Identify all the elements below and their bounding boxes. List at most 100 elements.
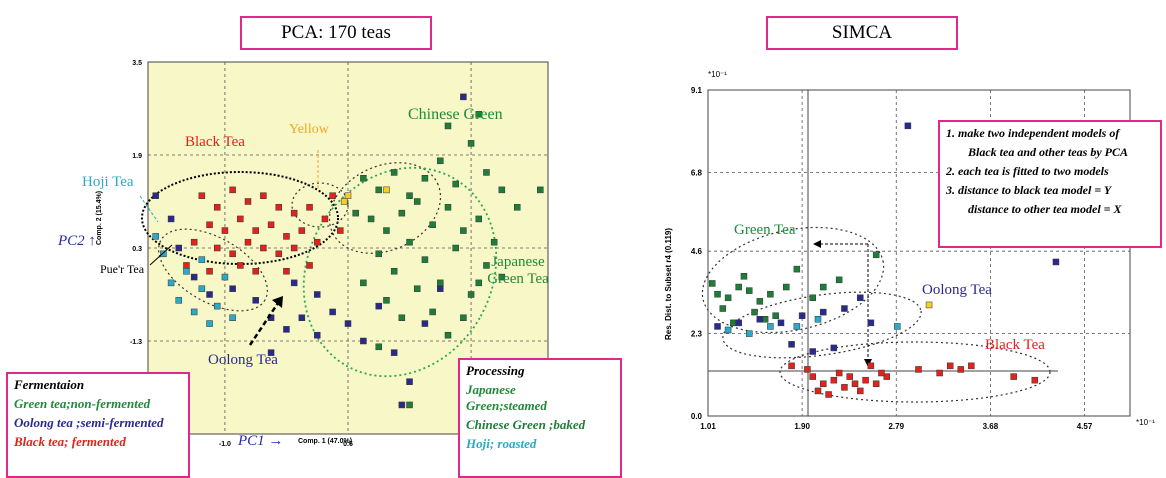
pca-point-chinese-green bbox=[421, 175, 429, 182]
simca-y-tick: 4.6 bbox=[691, 247, 703, 256]
pca-point-chinese-green bbox=[513, 204, 521, 211]
pca-point-hoji bbox=[213, 302, 221, 310]
pca-point-japanese-green bbox=[406, 401, 413, 409]
pca-point-black-tea bbox=[213, 204, 221, 211]
step-1b: Black tea and other teas by PCA bbox=[968, 145, 1128, 159]
pca-point-chinese-green bbox=[352, 209, 359, 217]
pca-y-axis-label: Comp. 2 (15.4%) bbox=[96, 190, 103, 245]
pca-point-oolong-tea bbox=[313, 331, 321, 339]
pca-point-oolong-tea bbox=[421, 320, 429, 327]
oolong-arrow-head bbox=[272, 296, 283, 308]
pca-point-black-tea bbox=[244, 198, 252, 205]
pca-point-chinese-green bbox=[452, 180, 459, 188]
simca-y-tick: 0.0 bbox=[691, 412, 703, 421]
pca-point-chinese-green bbox=[537, 186, 544, 194]
pca-point-black-tea bbox=[275, 204, 283, 211]
pc1-label: PC1 → bbox=[238, 433, 284, 449]
pca-point-black-tea bbox=[298, 227, 306, 234]
simca-point-black-tea bbox=[820, 380, 827, 388]
simca-point-black-tea bbox=[804, 366, 811, 373]
pca-point-japanese-green bbox=[398, 209, 406, 217]
simca-point-green-tea bbox=[756, 298, 764, 305]
label-hoji-tea: Hoji Tea bbox=[82, 174, 134, 190]
simca-point-black-tea bbox=[883, 373, 890, 380]
pca-point-japanese-green bbox=[475, 279, 483, 287]
pca-point-black-tea bbox=[290, 209, 298, 217]
pca-point-japanese-green bbox=[398, 314, 406, 321]
simca-point-oolong-tea bbox=[867, 319, 875, 327]
simca-point-oolong-tea bbox=[788, 341, 795, 348]
label-puer-tea: Pue'r Tea bbox=[100, 262, 145, 276]
simca-point-green-tea bbox=[767, 290, 774, 298]
ellipse-black-tea-simca bbox=[779, 341, 1051, 403]
pca-point-chinese-green bbox=[444, 122, 452, 130]
pca-point-black-tea bbox=[329, 192, 336, 199]
simca-point-black-tea bbox=[957, 366, 965, 373]
pca-point-oolong-tea bbox=[406, 378, 413, 385]
pca-point-oolong-tea bbox=[398, 401, 406, 409]
ellipse-japanese-green bbox=[302, 166, 498, 378]
pca-point-black-tea bbox=[244, 238, 252, 246]
pca-point-japanese-green bbox=[383, 227, 390, 234]
pca-point-japanese-green bbox=[452, 244, 459, 252]
simca-point-green-tea bbox=[809, 294, 816, 302]
simca-point-hoji bbox=[745, 330, 753, 337]
pca-point-oolong-tea bbox=[460, 93, 467, 101]
simca-point-black-tea bbox=[968, 362, 975, 370]
simca-y-axis-label: Res. Dist. to Subset r4 (0.119) bbox=[664, 227, 673, 340]
simca-point-black-tea bbox=[915, 366, 922, 373]
pca-point-black-tea bbox=[337, 227, 344, 234]
pca-point-hoji bbox=[229, 314, 236, 321]
label-japanese-green-tea: Japanese Green Tea bbox=[487, 254, 549, 287]
pca-point-oolong-tea bbox=[344, 320, 352, 327]
pca-point-black-tea bbox=[206, 221, 213, 228]
pca-point-black-tea bbox=[283, 268, 290, 275]
simca-x-tick: 4.57 bbox=[1077, 422, 1093, 431]
pca-point-chinese-green bbox=[498, 186, 506, 194]
pca-point-oolong-tea bbox=[229, 285, 236, 292]
fermentation-black: Black tea; fermented bbox=[14, 434, 126, 449]
pca-point-hoji bbox=[167, 279, 175, 287]
pca-point-black-tea bbox=[206, 268, 213, 275]
simca-point-green-tea bbox=[783, 283, 790, 291]
simca-x-tick: 2.79 bbox=[888, 422, 904, 431]
pca-point-japanese-green bbox=[375, 343, 383, 351]
pca-x-axis-label: Comp. 1 (47.0%) bbox=[298, 438, 353, 445]
pca-point-oolong-tea bbox=[313, 291, 321, 298]
processing-legend: Processing Japanese Green;steamed Chines… bbox=[458, 358, 622, 478]
label-chinese-green: Chinese Green bbox=[408, 106, 503, 123]
simca-point-black-tea bbox=[946, 362, 954, 370]
pca-point-hoji bbox=[206, 320, 213, 327]
simca-point-hoji bbox=[793, 323, 801, 330]
simca-point-black-tea bbox=[788, 362, 795, 370]
simca-point-black-tea bbox=[830, 376, 838, 384]
puer-pointer bbox=[149, 244, 173, 266]
simca-point-black-tea bbox=[872, 380, 880, 388]
pca-point-oolong-tea bbox=[175, 244, 183, 252]
simca-x-multiplier: *10⁻¹ bbox=[1136, 418, 1155, 427]
pca-point-hoji bbox=[183, 268, 190, 275]
pca-point-black-tea bbox=[237, 262, 244, 269]
simca-x-tick: 3.68 bbox=[983, 422, 999, 431]
simca-point-green-tea bbox=[740, 273, 748, 280]
label-yellow: Yellow bbox=[289, 122, 329, 137]
simca-point-oolong-tea bbox=[735, 319, 742, 327]
label-oolong-tea-simca: Oolong Tea bbox=[922, 282, 992, 298]
step-2: 2. each tea is fitted to two models bbox=[946, 164, 1109, 178]
label-black-tea-simca: Black Tea bbox=[985, 337, 1045, 353]
pca-point-japanese-green bbox=[498, 273, 506, 281]
pca-point-black-tea bbox=[290, 244, 298, 252]
pca-point-japanese-green bbox=[444, 331, 452, 339]
pca-point-black-tea bbox=[313, 238, 321, 246]
simca-point-oolong-tea bbox=[1052, 258, 1060, 266]
pca-point-black-tea bbox=[221, 227, 229, 234]
pca-point-japanese-green bbox=[390, 268, 398, 275]
pca-point-black-tea bbox=[213, 244, 221, 252]
pca-point-hoji bbox=[152, 233, 159, 240]
pca-point-chinese-green bbox=[390, 169, 398, 176]
pca-point-black-tea bbox=[275, 250, 283, 258]
fermentation-oolong: Oolong tea ;semi-fermented bbox=[14, 415, 164, 430]
simca-point-oolong-tea bbox=[830, 344, 838, 352]
simca-point-black-tea bbox=[862, 376, 869, 384]
